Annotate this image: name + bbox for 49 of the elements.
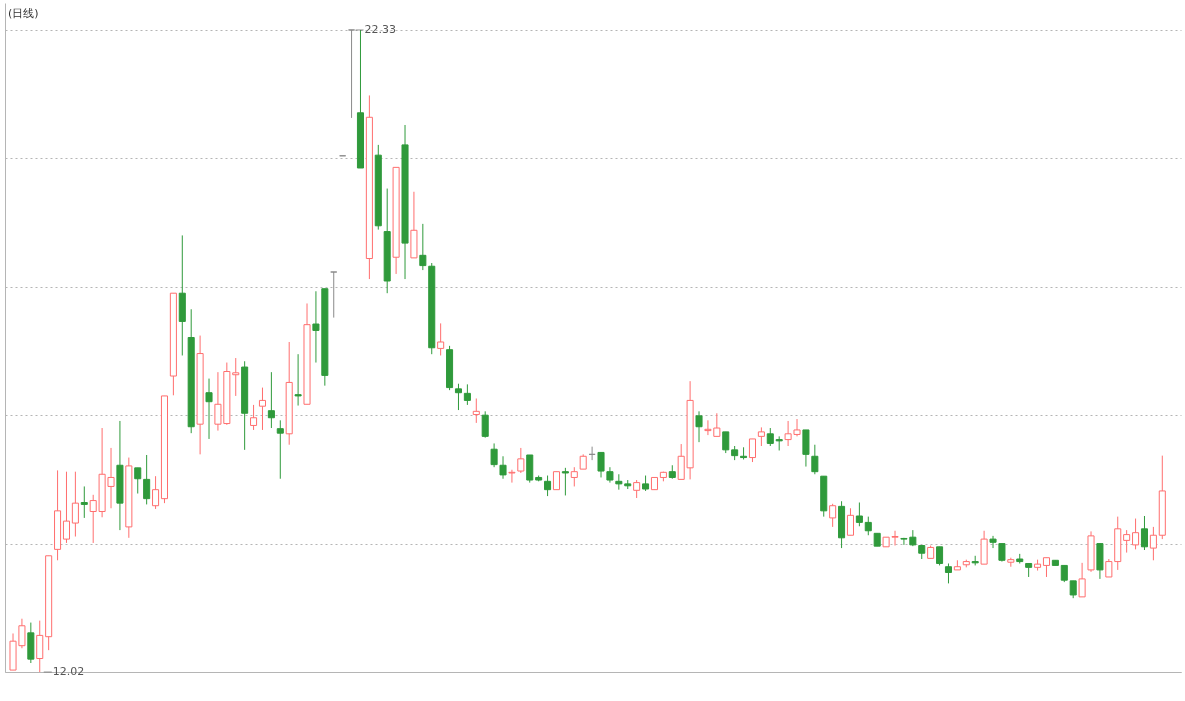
candlestick xyxy=(454,383,462,411)
candlestick xyxy=(472,397,480,424)
candlestick xyxy=(463,383,471,406)
candlestick xyxy=(757,426,765,447)
candlestick xyxy=(508,469,516,484)
candlestick xyxy=(829,503,837,528)
candlestick xyxy=(330,271,338,319)
candlestick xyxy=(748,438,756,463)
candlestick xyxy=(561,467,569,496)
candlestick xyxy=(437,322,445,356)
candlestick xyxy=(944,563,952,584)
candlestick xyxy=(419,223,427,271)
candlestick xyxy=(143,454,151,505)
candlestick xyxy=(989,535,997,549)
candlestick xyxy=(134,467,142,495)
candlestick xyxy=(205,378,213,440)
candlestick xyxy=(80,485,88,519)
candlestick xyxy=(1140,515,1148,551)
annotation: 22.33 xyxy=(364,22,397,36)
candlestick xyxy=(490,442,498,468)
candlestick xyxy=(1149,526,1157,561)
candlestick xyxy=(722,431,730,454)
candlestick xyxy=(62,471,70,544)
candlestick xyxy=(348,29,356,119)
candlestick xyxy=(570,466,578,487)
candlestick xyxy=(936,546,944,566)
candlestick xyxy=(1078,562,1086,598)
candlestick xyxy=(71,471,79,538)
candlestick xyxy=(1132,518,1140,550)
candlestick xyxy=(294,353,302,407)
candlestick xyxy=(276,419,284,480)
candlestick xyxy=(811,444,819,475)
candlestick xyxy=(695,410,703,443)
candlestick xyxy=(258,387,266,431)
candlestick xyxy=(544,475,552,497)
candlestick xyxy=(481,410,489,439)
candlestick xyxy=(864,516,872,536)
candlestick xyxy=(1042,557,1050,578)
candlestick xyxy=(499,455,507,480)
candlestick xyxy=(152,475,160,510)
annotation: 12.02 xyxy=(52,665,85,678)
chart-title: (日线) xyxy=(8,7,39,20)
candlestick xyxy=(267,371,275,429)
candlestick xyxy=(855,502,863,527)
candlestick xyxy=(846,507,854,536)
candlestick xyxy=(250,404,258,431)
candlestick xyxy=(1123,529,1131,554)
candlestick xyxy=(517,447,525,474)
candlestick xyxy=(36,620,44,673)
